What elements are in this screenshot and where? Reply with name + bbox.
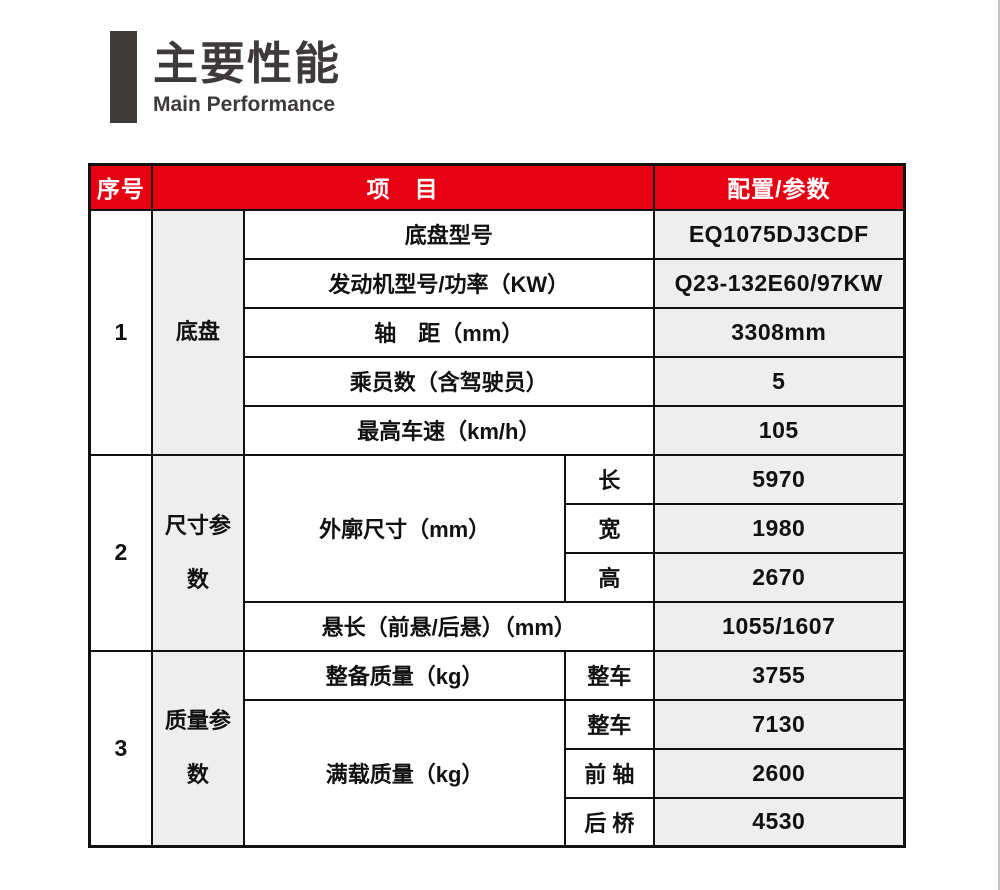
table-row: 满载质量（kg） 整车 7130 [90,698,906,848]
cell-sub-whole-vehicle-full: 整车 [564,698,655,750]
cell-sub-rear-axle: 后 桥 [564,796,655,848]
cell-item-outline-dimensions: 外廓尺寸（mm） [243,453,567,603]
cell-item-chassis-model: 底盘型号 [243,208,655,260]
table-row: 3 质量参 数 整备质量（kg） 整车 3755 [88,649,906,848]
cell-serial-2: 2 [88,453,153,652]
page-subtitle: Main Performance [153,92,336,116]
cell-item-curb-weight: 整备质量（kg） [243,649,567,701]
cell-value-passengers: 5 [652,355,906,407]
cell-sub-front-axle: 前 轴 [564,747,655,799]
header-value: 配置/参数 [652,163,906,211]
cell-value-rear-axle: 4530 [652,796,906,848]
cell-value-length: 5970 [652,453,906,505]
title-accent-bar [110,31,137,123]
table-row: 高 2670 [90,551,906,603]
table-row: 2 尺寸参 数 外廓尺寸（mm） 长 5970 [88,453,906,652]
cell-value-front-axle: 2600 [652,747,906,799]
page-title: 主要性能 [153,38,342,89]
cell-group-mass: 质量参 数 [150,649,246,848]
table-row: 前 轴 2600 [90,747,906,799]
table-row: 后 桥 4530 [90,796,906,848]
table-row: 轴 距（mm） 3308mm [90,306,906,358]
cell-value-chassis-model: EQ1075DJ3CDF [652,208,906,260]
cell-value-height: 2670 [652,551,906,603]
cell-value-width: 1980 [652,502,906,554]
cell-value-max-speed: 105 [652,404,906,456]
table-row: 发动机型号/功率（KW） Q23-132E60/97KW [90,257,906,309]
cell-serial-3: 3 [88,649,153,848]
header-item: 项 目 [150,163,655,211]
table-row: 宽 1980 [90,502,906,554]
cell-item-full-load-weight: 满载质量（kg） [243,698,567,848]
title-texts: 主要性能 Main Performance [153,31,341,123]
cell-value-curb-weight: 3755 [652,649,906,701]
table-row: 最高车速（km/h） 105 [90,404,906,456]
cell-item-engine: 发动机型号/功率（KW） [243,257,655,309]
table-row: 乘员数（含驾驶员） 5 [90,355,906,407]
spec-table: 序号 项 目 配置/参数 1 底盘 底盘型号 EQ1075DJ3CDF 发动机型… [88,163,906,848]
table-row: 1 底盘 底盘型号 EQ1075DJ3CDF [88,208,906,456]
cell-sub-whole-vehicle-curb: 整车 [564,649,655,701]
cell-value-wheelbase: 3308mm [652,306,906,358]
table-header-row: 序号 项 目 配置/参数 [88,163,906,211]
cell-value-overhang: 1055/1607 [652,600,906,652]
header-serial: 序号 [88,163,153,211]
title-block: 主要性能 Main Performance [110,31,341,123]
cell-group-chassis: 底盘 [150,208,246,456]
cell-item-wheelbase: 轴 距（mm） [243,306,655,358]
cell-item-overhang: 悬长（前悬/后悬）（mm） [243,600,655,652]
cell-sub-width: 宽 [564,502,655,554]
cell-group-dimensions: 尺寸参 数 [150,453,246,652]
cell-value-engine: Q23-132E60/97KW [652,257,906,309]
cell-item-passengers: 乘员数（含驾驶员） [243,355,655,407]
cell-value-full-load-total: 7130 [652,698,906,750]
cell-serial-1: 1 [88,208,153,456]
cell-sub-length: 长 [564,453,655,505]
cell-sub-height: 高 [564,551,655,603]
cell-item-max-speed: 最高车速（km/h） [243,404,655,456]
table-row: 悬长（前悬/后悬）（mm） 1055/1607 [90,600,906,652]
